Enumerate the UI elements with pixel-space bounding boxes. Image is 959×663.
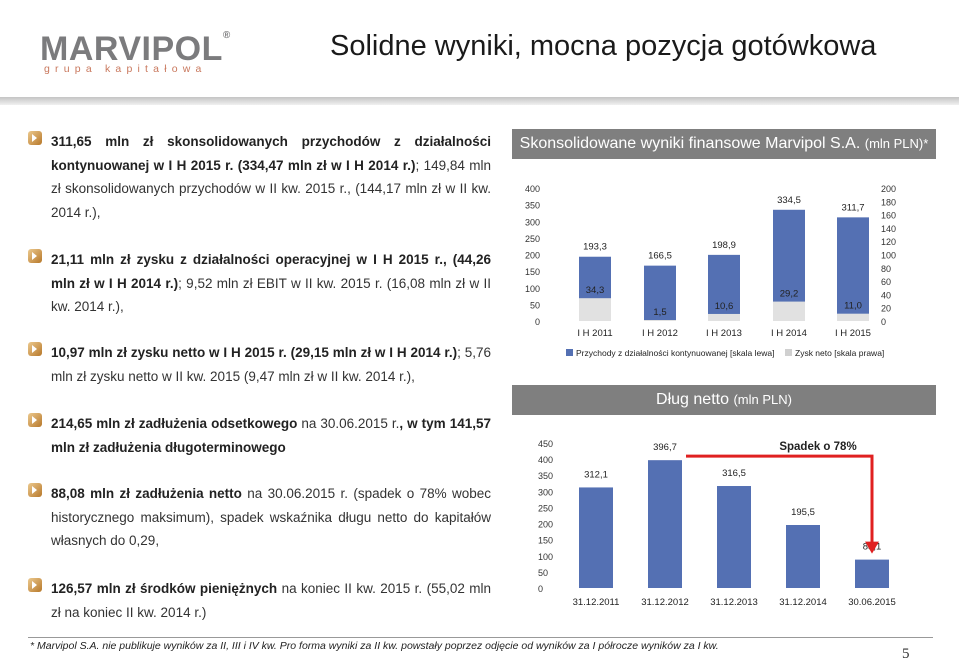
y-tick-label: 450 <box>538 439 553 449</box>
bullet-net-profit: 10,97 mln zł zysku netto w I H 2015 r. (… <box>51 345 492 384</box>
y-left-tick-label: 400 <box>525 184 540 194</box>
legend-revenue-swatch <box>566 349 573 356</box>
y-left-tick-label: 350 <box>525 201 540 211</box>
x-tick-label: 31.12.2014 <box>779 597 827 608</box>
y-right-tick-label: 80 <box>881 264 891 274</box>
net-debt-data-label: 312,1 <box>584 469 608 480</box>
bullet-cash: 126,57 mln zł środków pieniężnych na kon… <box>51 581 492 620</box>
net-profit-data-label: 34,3 <box>586 285 605 296</box>
net-profit-bar <box>773 301 805 321</box>
y-left-tick-label: 200 <box>525 251 540 261</box>
net-debt-bar <box>648 460 682 588</box>
net-debt-data-label: 396,7 <box>653 442 677 453</box>
y-tick-label: 0 <box>538 584 543 594</box>
net-debt-data-label: 195,5 <box>791 507 815 518</box>
y-right-tick-label: 200 <box>881 184 896 194</box>
y-right-tick-label: 20 <box>881 304 891 314</box>
net-profit-bar <box>837 313 869 321</box>
net-debt-bar <box>786 525 820 588</box>
slide-title: Solidne wyniki, mocna pozycja gotówkowa <box>330 30 877 62</box>
revenue-data-label: 166,5 <box>648 251 672 262</box>
y-right-tick-label: 120 <box>881 237 896 247</box>
net-profit-data-label: 1,5 <box>653 307 666 318</box>
footer-divider <box>28 637 933 638</box>
y-tick-label: 300 <box>538 487 553 497</box>
bullet-revenue: 311,65 mln zł skonsolidowanych przychodó… <box>51 134 492 220</box>
y-tick-label: 150 <box>538 536 553 546</box>
revenue-bar <box>708 254 740 321</box>
y-right-tick-label: 100 <box>881 251 896 261</box>
company-logo-subtitle: grupa kapitałowa <box>44 63 207 75</box>
y-left-tick-label: 250 <box>525 234 540 244</box>
arrow-bullet-icon <box>28 483 42 497</box>
revenue-data-label: 193,3 <box>583 242 607 253</box>
net-profit-data-label: 10,6 <box>715 301 734 312</box>
net-debt-bar <box>717 486 751 588</box>
x-tick-label: 31.12.2012 <box>641 597 689 608</box>
x-tick-label: 31.12.2013 <box>710 597 758 608</box>
revenue-data-label: 311,7 <box>841 202 864 213</box>
net-debt-bar <box>855 559 889 588</box>
arrow-bullet-icon <box>28 578 42 592</box>
y-left-tick-label: 50 <box>530 300 540 310</box>
x-tick-label: I H 2015 <box>835 328 871 339</box>
y-right-tick-label: 160 <box>881 211 896 221</box>
net-profit-data-label: 11,0 <box>844 301 862 312</box>
page-number: 5 <box>902 646 910 662</box>
results-chart: 0 50 100 150 200 250 300 350 400 0 20 40 60 80 100 120 1… <box>525 184 896 358</box>
y-left-tick-label: 100 <box>525 284 540 294</box>
x-tick-label: I H 2011 <box>577 328 612 339</box>
y-left-tick-label: 150 <box>525 267 540 277</box>
net-profit-bar <box>644 320 676 321</box>
decline-arrow-line <box>686 454 874 544</box>
decline-annotation: Spadek o 78% <box>779 441 856 453</box>
net-debt-chart-header: Dług netto (mln PLN) <box>512 385 936 415</box>
x-tick-label: 30.06.2015 <box>848 597 896 608</box>
y-left-tick-label: 300 <box>525 217 540 227</box>
y-right-tick-label: 60 <box>881 277 891 287</box>
bullet-net-debt: 88,08 mln zł zadłużenia netto na 30.06.2… <box>51 486 491 548</box>
legend-net-profit-label: Zysk neto [skala prawa] <box>795 348 884 358</box>
footnote: * Marvipol S.A. nie publikuje wyników za… <box>30 640 719 652</box>
net-profit-bar <box>579 298 611 321</box>
x-tick-label: I H 2012 <box>642 328 678 339</box>
arrow-bullet-icon <box>28 131 42 145</box>
net-profit-bar <box>708 313 740 321</box>
y-tick-label: 100 <box>538 552 553 562</box>
net-profit-data-label: 29,2 <box>780 289 799 300</box>
decline-arrowhead-icon <box>865 541 879 554</box>
y-tick-label: 400 <box>538 455 553 465</box>
legend-net-profit-swatch <box>785 349 792 356</box>
y-right-tick-label: 140 <box>881 224 896 234</box>
revenue-bar <box>837 217 869 321</box>
arrow-bullet-icon <box>28 249 42 263</box>
bullet-operating-profit: 21,11 mln zł zysku z działalności operac… <box>51 252 492 314</box>
x-tick-label: 31.12.2011 <box>573 597 620 608</box>
y-right-tick-label: 40 <box>881 290 891 300</box>
company-logo: MARVIPOL® <box>40 30 231 68</box>
revenue-data-label: 334,5 <box>777 195 801 206</box>
arrow-bullet-icon <box>28 413 42 427</box>
y-right-tick-label: 0 <box>881 317 886 327</box>
header-divider <box>0 97 959 105</box>
y-tick-label: 250 <box>538 503 553 513</box>
legend-revenue-label: Przychody z działalności kontynuowanej [… <box>576 348 774 358</box>
arrow-bullet-icon <box>28 342 42 356</box>
net-debt-chart: 0 50 100 150 200 250 300 350 400 450 312,1 31.12.20… <box>538 439 896 608</box>
y-right-tick-label: 180 <box>881 197 896 207</box>
x-tick-label: I H 2014 <box>771 328 807 339</box>
bullet-interest-debt: 214,65 mln zł zadłużenia odsetkowego na … <box>51 416 491 455</box>
net-debt-data-label: 316,5 <box>722 468 746 479</box>
x-tick-label: I H 2013 <box>706 328 742 339</box>
y-tick-label: 50 <box>538 568 548 578</box>
results-chart-header: Skonsolidowane wyniki finansowe Marvipol… <box>512 129 936 159</box>
revenue-data-label: 198,9 <box>712 240 736 251</box>
y-tick-label: 200 <box>538 520 553 530</box>
net-debt-bar <box>579 487 613 588</box>
revenue-bar <box>644 265 676 321</box>
y-left-tick-label: 0 <box>535 317 540 327</box>
y-tick-label: 350 <box>538 471 553 481</box>
